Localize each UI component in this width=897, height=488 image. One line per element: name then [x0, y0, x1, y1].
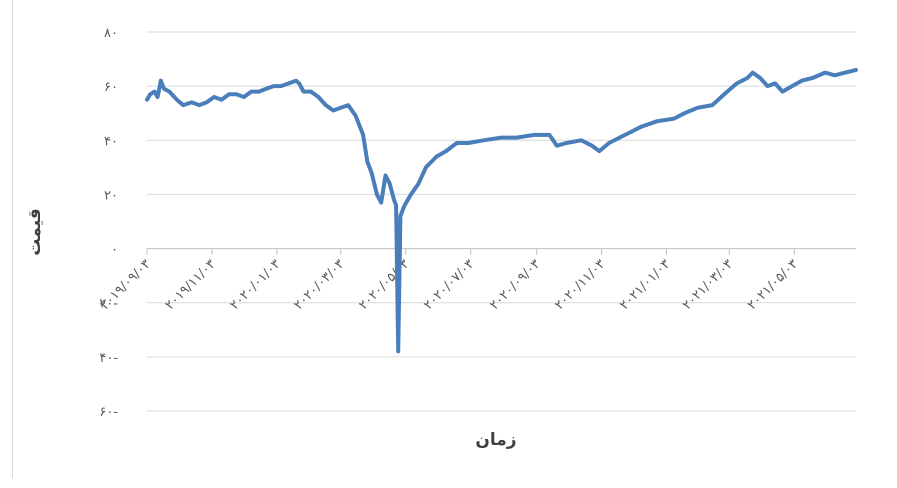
y-tick-label-3: ۲۰: [104, 188, 118, 203]
y-tick-label-6: ۴۰-: [99, 351, 118, 366]
x-tick-label-7: ۲۰۲۰/۱۱/۰۳: [552, 257, 608, 313]
x-tick-label-0: ۲۰۱۹/۰۹/۰۳: [98, 257, 154, 313]
y-tick-label-2: ۴۰: [104, 134, 118, 149]
x-tick-label-10: ۲۰۲۱/۰۵/۰۳: [745, 257, 801, 313]
x-tick-label-6: ۲۰۲۰/۰۹/۰۳: [487, 257, 543, 313]
y-tick-label-4: ۰: [111, 243, 118, 258]
x-tick-label-3: ۲۰۲۰/۰۳/۰۳: [291, 257, 347, 313]
y-tick-label-5: ۲۰-: [99, 297, 118, 312]
chart-border: [12, 0, 13, 478]
x-tick-label-4: ۲۰۲۰/۰۵/۰۳: [356, 257, 412, 313]
x-tick-label-5: ۲۰۲۰/۰۷/۰۳: [421, 257, 477, 313]
y-tick-label-0: ۸۰: [104, 26, 118, 41]
x-axis-ticks: ۲۰۱۹/۰۹/۰۳ ۲۰۱۹/۱۱/۰۳ ۲۰۲۰/۰۱/۰۳ ۲۰۲۰/۰۳/۰۳…: [98, 248, 801, 313]
gridlines: [147, 31, 856, 412]
x-tick-label-1: ۲۰۱۹/۱۱/۰۳: [162, 257, 218, 313]
y-axis-ticks: ۸۰ ۶۰ ۴۰ ۲۰ ۰ ۲۰- ۴۰- ۶۰-: [99, 26, 118, 420]
series-line-0: [145, 67, 858, 354]
y-axis-title: قیمت: [25, 208, 45, 255]
x-axis-title: زمان: [475, 430, 516, 450]
y-tick-label-7: ۶۰-: [99, 405, 118, 420]
x-tick-label-2: ۲۰۲۰/۰۱/۰۳: [227, 257, 283, 313]
x-tick-label-9: ۲۰۲۱/۰۳/۰۳: [680, 257, 736, 313]
x-tick-label-8: ۲۰۲۱/۰۱/۰۳: [617, 257, 673, 313]
y-tick-label-1: ۶۰: [104, 80, 118, 95]
series-layer: [145, 67, 858, 354]
